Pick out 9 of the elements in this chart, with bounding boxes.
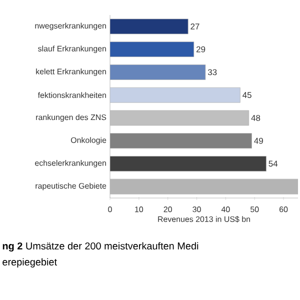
data-label: 45 bbox=[242, 92, 252, 98]
text: erepiegebiet bbox=[2, 258, 57, 268]
text: ng 2 Umsätze der 200 meistverkauften Medi bbox=[2, 242, 198, 252]
data-label: 49 bbox=[254, 138, 263, 144]
data-label: 48 bbox=[251, 114, 260, 121]
data-label: 54 bbox=[268, 160, 278, 167]
data-label: 33 bbox=[208, 69, 217, 76]
data-label: 29 bbox=[196, 46, 206, 52]
data-label: 27 bbox=[190, 23, 200, 30]
